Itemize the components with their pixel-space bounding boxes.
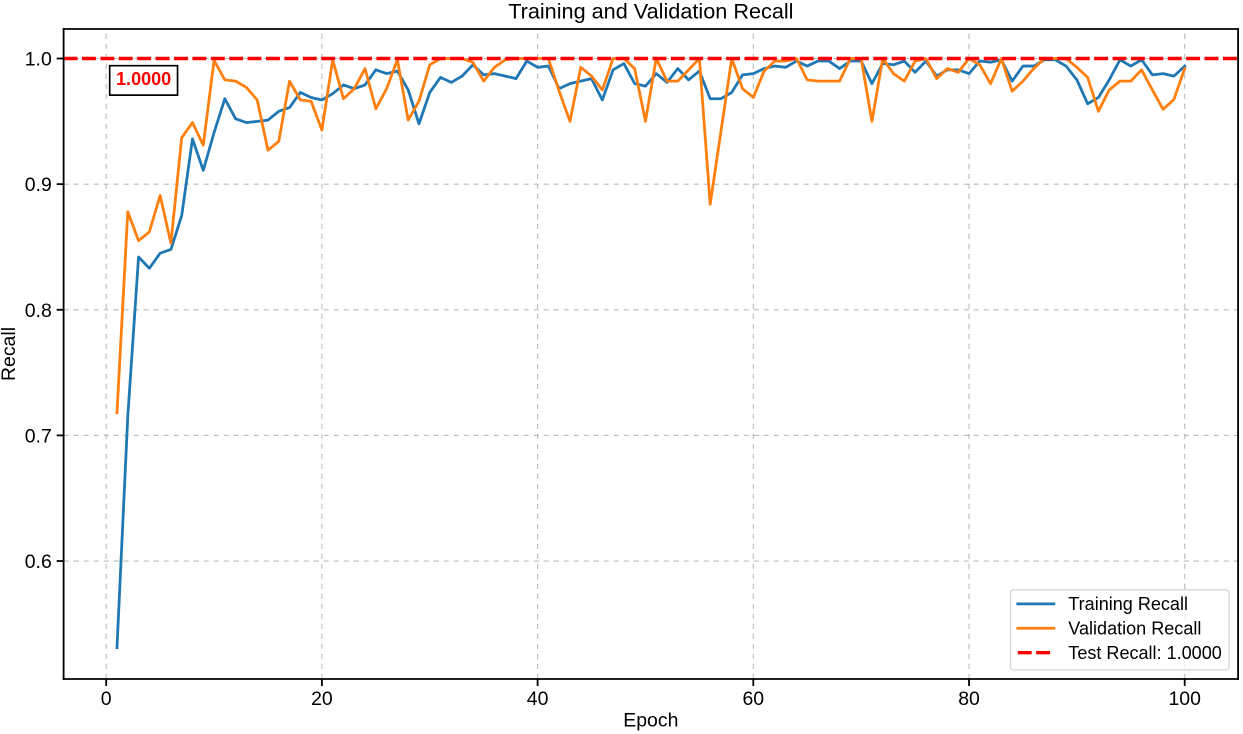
svg-text:Validation Recall: Validation Recall — [1068, 619, 1201, 639]
svg-text:1.0: 1.0 — [25, 49, 52, 71]
svg-text:0.8: 0.8 — [25, 300, 52, 322]
svg-text:1.0000: 1.0000 — [116, 69, 171, 89]
svg-text:100: 100 — [1168, 688, 1201, 710]
svg-text:60: 60 — [742, 688, 764, 710]
svg-text:80: 80 — [958, 688, 980, 710]
svg-text:0: 0 — [101, 688, 112, 710]
svg-text:Training and Validation Recall: Training and Validation Recall — [508, 0, 793, 24]
svg-text:0.7: 0.7 — [25, 425, 52, 447]
svg-text:0.9: 0.9 — [25, 174, 52, 196]
svg-text:Epoch: Epoch — [623, 709, 678, 731]
svg-text:Training Recall: Training Recall — [1068, 594, 1188, 614]
svg-text:20: 20 — [311, 688, 333, 710]
svg-text:40: 40 — [527, 688, 549, 710]
svg-text:Recall: Recall — [0, 327, 20, 381]
svg-text:Test Recall: 1.0000: Test Recall: 1.0000 — [1068, 643, 1222, 663]
svg-text:0.6: 0.6 — [25, 551, 52, 573]
